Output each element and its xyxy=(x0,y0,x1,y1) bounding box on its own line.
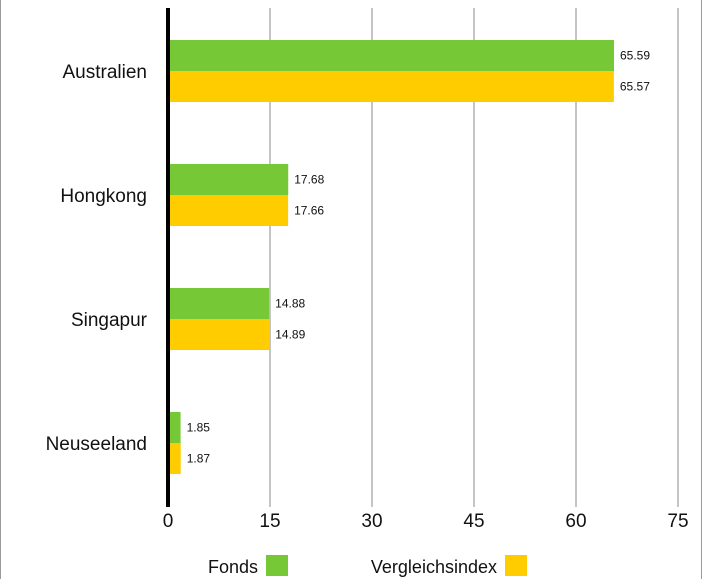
value-label-fonds-hongkong: 17.68 xyxy=(294,173,324,187)
bar-fonds-singapur xyxy=(168,288,270,319)
x-tick-30: 30 xyxy=(361,511,382,532)
x-tick-75: 75 xyxy=(667,511,688,532)
value-label-fonds-neuseeland: 1.85 xyxy=(187,421,211,435)
value-label-vergleichsindex-neuseeland: 1.87 xyxy=(187,452,211,466)
value-label-vergleichsindex-australien: 65.57 xyxy=(620,80,650,94)
bar-fonds-neuseeland xyxy=(168,412,181,443)
bar-fonds-hongkong xyxy=(168,164,289,195)
x-tick-15: 15 xyxy=(259,511,280,532)
category-label-hongkong: Hongkong xyxy=(60,186,147,207)
value-labels: 65.59 65.57 17.68 17.66 14.88 14.89 1.85 1.87 xyxy=(187,49,651,466)
x-tick-0: 0 xyxy=(163,511,174,532)
category-label-singapur: Singapur xyxy=(71,310,148,331)
legend: Fonds Vergleichsindex xyxy=(208,555,527,577)
value-label-fonds-singapur: 14.88 xyxy=(275,297,305,311)
category-label-neuseeland: Neuseeland xyxy=(46,434,147,455)
bar-fonds-australien xyxy=(168,40,615,71)
value-label-fonds-australien: 65.59 xyxy=(620,49,650,63)
category-labels: Australien Hongkong Singapur Neuseeland xyxy=(46,62,148,455)
bar-vergleichsindex-australien xyxy=(168,71,614,102)
bars xyxy=(168,40,615,474)
bar-vergleichsindex-hongkong xyxy=(168,195,289,226)
bar-vergleichsindex-neuseeland xyxy=(168,443,181,474)
bar-vergleichsindex-singapur xyxy=(168,319,270,350)
category-label-australien: Australien xyxy=(63,62,148,83)
x-tick-labels: 0 15 30 45 60 75 xyxy=(163,511,689,532)
legend-swatch-vergleichsindex xyxy=(505,555,527,576)
value-label-vergleichsindex-singapur: 14.89 xyxy=(275,328,305,342)
x-tick-60: 60 xyxy=(565,511,586,532)
legend-swatch-fonds xyxy=(266,555,288,576)
value-label-vergleichsindex-hongkong: 17.66 xyxy=(294,204,324,218)
legend-label-vergleichsindex: Vergleichsindex xyxy=(371,557,497,577)
legend-label-fonds: Fonds xyxy=(208,557,258,577)
x-tick-45: 45 xyxy=(463,511,484,532)
